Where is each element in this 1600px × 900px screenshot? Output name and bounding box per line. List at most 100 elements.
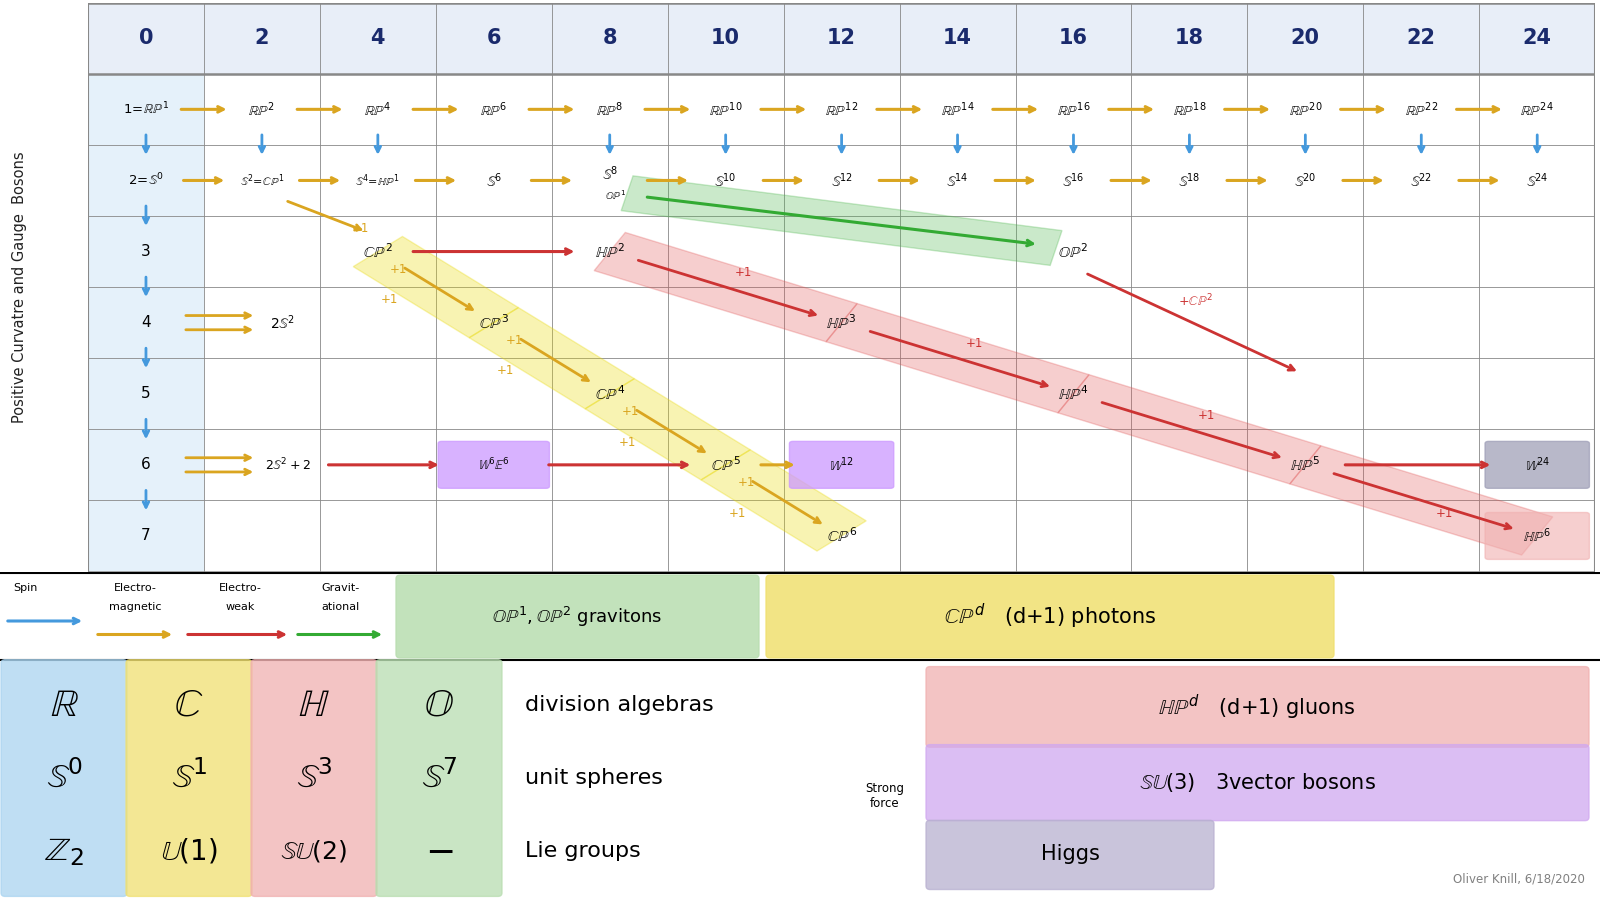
Polygon shape	[621, 176, 1062, 266]
Text: +1: +1	[381, 293, 398, 306]
Text: $\mathbb{S}^{24}$: $\mathbb{S}^{24}$	[1526, 171, 1549, 190]
Text: $2\mathbb{S}^2+2$: $2\mathbb{S}^2+2$	[264, 456, 310, 473]
Text: Electro-: Electro-	[114, 582, 157, 593]
Text: Electro-: Electro-	[219, 582, 261, 593]
Text: $\mathbb{RP}^{18}$: $\mathbb{RP}^{18}$	[1173, 100, 1206, 119]
Text: $\mathbb{RP}^{8}$: $\mathbb{RP}^{8}$	[597, 100, 624, 119]
Text: 7: 7	[141, 528, 150, 544]
Text: $\mathbb{W}^{12}$: $\mathbb{W}^{12}$	[829, 455, 854, 474]
Text: $\mathbb{CP}^5$: $\mathbb{CP}^5$	[710, 455, 741, 474]
Polygon shape	[469, 308, 634, 409]
Text: 2: 2	[254, 28, 269, 49]
Text: +1: +1	[619, 436, 635, 448]
Text: +1: +1	[1435, 507, 1453, 519]
Text: $\mathbb{HP}^3$: $\mathbb{HP}^3$	[827, 313, 856, 332]
Text: Spin: Spin	[13, 582, 37, 593]
Text: $\mathbb{RP}^{20}$: $\mathbb{RP}^{20}$	[1288, 100, 1322, 119]
Text: $\mathbb{CP}^3$: $\mathbb{CP}^3$	[478, 313, 509, 332]
Text: weak: weak	[226, 602, 254, 613]
Polygon shape	[354, 237, 518, 338]
Text: 22: 22	[1406, 28, 1435, 49]
Polygon shape	[1290, 446, 1552, 555]
Text: $\mathbb{S}^6$: $\mathbb{S}^6$	[486, 171, 502, 190]
Text: $+\mathbb{CP}^2$: $+\mathbb{CP}^2$	[1178, 293, 1213, 310]
Text: $\mathbb{O}$: $\mathbb{O}$	[424, 686, 454, 724]
Text: $\mathbb{RP}^{16}$: $\mathbb{RP}^{16}$	[1056, 100, 1090, 119]
Text: +1: +1	[738, 476, 755, 489]
Text: +1: +1	[352, 222, 370, 235]
Text: $\mathbb{CP}^6$: $\mathbb{CP}^6$	[827, 526, 856, 545]
Text: 12: 12	[827, 28, 856, 49]
Text: $\mathbb{S}^2\!=\!\mathbb{CP}^1$: $\mathbb{S}^2\!=\!\mathbb{CP}^1$	[240, 172, 285, 189]
Text: $\mathbb{RP}^{2}$: $\mathbb{RP}^{2}$	[248, 100, 275, 119]
Text: $\mathbb{S}^{22}$: $\mathbb{S}^{22}$	[1410, 171, 1432, 190]
Text: $\mathbb{S}^1$: $\mathbb{S}^1$	[171, 761, 206, 795]
FancyBboxPatch shape	[2, 660, 126, 896]
Text: +1: +1	[390, 263, 408, 275]
Polygon shape	[1058, 374, 1322, 484]
Text: $\mathbb{S}^4\!=\!\mathbb{HP}^1$: $\mathbb{S}^4\!=\!\mathbb{HP}^1$	[355, 172, 400, 189]
Bar	[88, 3, 1595, 74]
Text: $\mathbb{HP}^2$: $\mathbb{HP}^2$	[595, 242, 626, 261]
Text: +1: +1	[728, 507, 746, 519]
Text: +1: +1	[734, 266, 752, 279]
Text: 16: 16	[1059, 28, 1088, 49]
Text: $\mathbb{CP}^d$   (d+1) photons: $\mathbb{CP}^d$ (d+1) photons	[944, 602, 1157, 631]
Text: $\mathbb{S}^{12}$: $\mathbb{S}^{12}$	[830, 171, 853, 190]
Text: $\mathbb{SU}(2)$: $\mathbb{SU}(2)$	[280, 839, 347, 865]
Text: +1: +1	[1198, 409, 1216, 421]
Text: division algebras: division algebras	[525, 695, 714, 715]
FancyBboxPatch shape	[926, 744, 1589, 821]
Text: $\mathbb{S}^7$: $\mathbb{S}^7$	[421, 761, 458, 795]
FancyBboxPatch shape	[397, 575, 758, 658]
Text: +1: +1	[622, 405, 640, 418]
Text: $2\mathbb{S}^2$: $2\mathbb{S}^2$	[270, 313, 294, 332]
Text: 6: 6	[141, 457, 150, 472]
Text: $2\!=\!\mathbb{S}^0$: $2\!=\!\mathbb{S}^0$	[128, 172, 163, 189]
Text: $\mathbb{RP}^{24}$: $\mathbb{RP}^{24}$	[1520, 100, 1554, 119]
FancyBboxPatch shape	[1485, 441, 1589, 489]
FancyBboxPatch shape	[789, 441, 894, 489]
Text: $\mathbb{RP}^{6}$: $\mathbb{RP}^{6}$	[480, 100, 507, 119]
Text: Strong
force: Strong force	[866, 782, 904, 810]
Text: 4: 4	[141, 315, 150, 330]
Text: $\mathbb{S}^{20}$: $\mathbb{S}^{20}$	[1294, 171, 1317, 190]
Text: $\mathbb{R}$: $\mathbb{R}$	[50, 686, 78, 724]
Text: 14: 14	[942, 28, 973, 49]
Text: $\mathbb{U}(1)$: $\mathbb{U}(1)$	[160, 837, 218, 866]
Text: 4: 4	[371, 28, 386, 49]
Text: $\mathbb{RP}^{4}$: $\mathbb{RP}^{4}$	[365, 100, 392, 119]
Text: Higgs: Higgs	[1040, 844, 1099, 864]
Text: $\mathbb{S}^{16}$: $\mathbb{S}^{16}$	[1062, 171, 1085, 190]
Text: $\mathbb{S}^{14}$: $\mathbb{S}^{14}$	[946, 171, 970, 190]
Text: $\mathbb{OP}^1$: $\mathbb{OP}^1$	[605, 188, 626, 202]
Text: $\mathbb{RP}^{12}$: $\mathbb{RP}^{12}$	[826, 100, 858, 119]
Text: $\mathbb{HP}^5$: $\mathbb{HP}^5$	[1290, 455, 1320, 474]
Text: $\mathbb{S}^{10}$: $\mathbb{S}^{10}$	[715, 171, 738, 190]
Text: 24: 24	[1523, 28, 1552, 49]
Text: 3: 3	[141, 244, 150, 259]
Text: $\mathbb{S}^8$: $\mathbb{S}^8$	[602, 164, 618, 183]
Text: Oliver Knill, 6/18/2020: Oliver Knill, 6/18/2020	[1453, 873, 1586, 886]
Polygon shape	[594, 232, 858, 342]
Text: $\mathbb{RP}^{10}$: $\mathbb{RP}^{10}$	[709, 100, 742, 119]
Text: $\mathbb{RP}^{14}$: $\mathbb{RP}^{14}$	[941, 100, 974, 119]
Text: +1: +1	[496, 364, 514, 377]
Text: $\mathbb{HP}^6$: $\mathbb{HP}^6$	[1523, 526, 1552, 545]
Text: 10: 10	[710, 28, 741, 49]
Text: 5: 5	[141, 386, 150, 401]
Polygon shape	[701, 450, 866, 551]
Text: $\mathbb{CP}^2$: $\mathbb{CP}^2$	[363, 242, 392, 261]
Text: $\mathbb{OP}^2$: $\mathbb{OP}^2$	[1059, 242, 1088, 261]
Text: +1: +1	[506, 334, 523, 346]
Text: $1\!=\!\mathbb{RP}^1$: $1\!=\!\mathbb{RP}^1$	[123, 101, 170, 118]
FancyBboxPatch shape	[926, 821, 1214, 889]
Text: $\mathbb{Z}_2$: $\mathbb{Z}_2$	[45, 835, 83, 868]
FancyBboxPatch shape	[251, 660, 378, 896]
FancyBboxPatch shape	[126, 660, 253, 896]
Text: magnetic: magnetic	[109, 602, 162, 613]
Text: $\mathbb{C}$: $\mathbb{C}$	[174, 686, 203, 724]
Text: $\mathbb{W}^{24}$: $\mathbb{W}^{24}$	[1525, 455, 1550, 474]
Text: 18: 18	[1174, 28, 1203, 49]
Text: $\mathbb{H}$: $\mathbb{H}$	[298, 686, 330, 724]
